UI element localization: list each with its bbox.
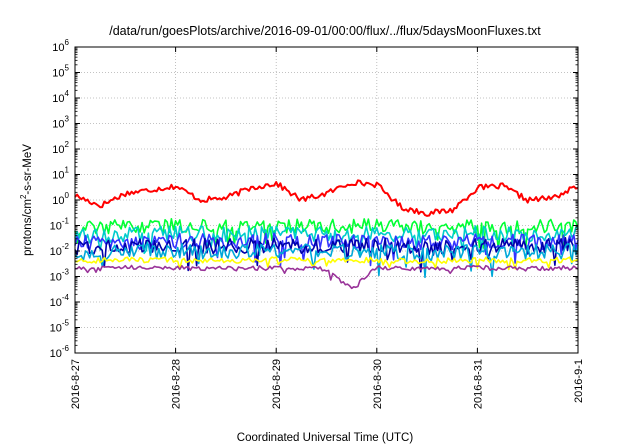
- y-tick-base: 10: [52, 93, 64, 105]
- y-tick-base: 10: [52, 170, 64, 182]
- y-tick-exp: 6: [65, 38, 70, 47]
- y-tick-base: 10: [50, 323, 62, 335]
- y-tick-label: 106: [52, 38, 69, 54]
- axis-ticks: [74, 46, 579, 354]
- y-tick-base: 10: [52, 144, 64, 156]
- y-tick-label: 10-3: [50, 268, 70, 284]
- x-tick-label: 2016-8-31: [472, 359, 484, 409]
- y-tick-exp: 2: [65, 140, 70, 149]
- x-tick-label: 2016-8-28: [171, 359, 183, 409]
- y-tick-label: 10-6: [50, 344, 70, 360]
- y-tick-exp: 5: [65, 64, 70, 73]
- y-tick-base: 10: [50, 348, 62, 360]
- y-tick-label: 10-2: [50, 242, 70, 258]
- y-tick-exp: 3: [65, 115, 70, 124]
- x-axis-label: Coordinated Universal Time (UTC): [237, 432, 414, 444]
- chart-title: /data/run/goesPlots/archive/2016-09-01/0…: [109, 24, 541, 38]
- y-tick-label: 104: [52, 89, 69, 105]
- y-tick-label: 100: [52, 191, 69, 207]
- data-series: [74, 179, 579, 290]
- y-tick-label: 10-4: [50, 293, 70, 309]
- y-tick-exp: -5: [62, 319, 70, 328]
- y-tick-label: 10-5: [50, 319, 70, 335]
- y-tick-label: 105: [52, 64, 69, 80]
- x-tick-label: 2016-8-27: [70, 359, 82, 409]
- series-line: [74, 179, 579, 217]
- series-line: [74, 256, 579, 271]
- y-tick-label: 103: [52, 115, 69, 131]
- y-tick-exp: 0: [65, 191, 70, 200]
- y-tick-base: 10: [50, 221, 62, 233]
- y-tick-exp: -4: [62, 293, 70, 302]
- series-line: [74, 264, 579, 290]
- y-tick-exp: -6: [62, 344, 70, 353]
- y-axis-label-sup: 2: [19, 194, 28, 199]
- grid-lines: [75, 47, 578, 353]
- y-tick-base: 10: [52, 68, 64, 80]
- y-tick-exp: 4: [65, 89, 70, 98]
- x-tick-label: 2016-8-30: [372, 359, 384, 409]
- y-axis-label-base: protons/cm: [22, 199, 34, 256]
- series-line: [74, 232, 579, 268]
- x-tick-label: 2016-8-29: [271, 359, 283, 409]
- series-line: [74, 242, 579, 279]
- series-line: [74, 225, 579, 257]
- y-tick-labels: 10-610-510-410-310-210-11001011021031041…: [50, 38, 70, 360]
- y-axis-label: protons/cm2-s-sr-MeV: [19, 144, 34, 256]
- y-tick-base: 10: [52, 42, 64, 54]
- y-tick-base: 10: [50, 246, 62, 258]
- x-tick-labels: 2016-8-27 2016-8-28 2016-8-29 2016-8-30 2016…: [70, 359, 585, 409]
- y-tick-base: 10: [52, 195, 64, 207]
- y-tick-exp: 1: [65, 166, 70, 175]
- y-axis-label-rest: -s-sr-MeV: [22, 144, 34, 195]
- y-tick-exp: -3: [62, 268, 70, 277]
- y-tick-base: 10: [50, 297, 62, 309]
- y-tick-exp: -2: [62, 242, 70, 251]
- series-line: [74, 237, 579, 273]
- y-tick-exp: -1: [62, 217, 70, 226]
- x-tick-label: 2016-9-1: [573, 359, 585, 403]
- y-tick-label: 102: [52, 140, 69, 156]
- y-tick-base: 10: [50, 272, 62, 284]
- y-tick-label: 101: [52, 166, 69, 182]
- y-tick-label: 10-1: [50, 217, 70, 233]
- y-tick-base: 10: [52, 119, 64, 131]
